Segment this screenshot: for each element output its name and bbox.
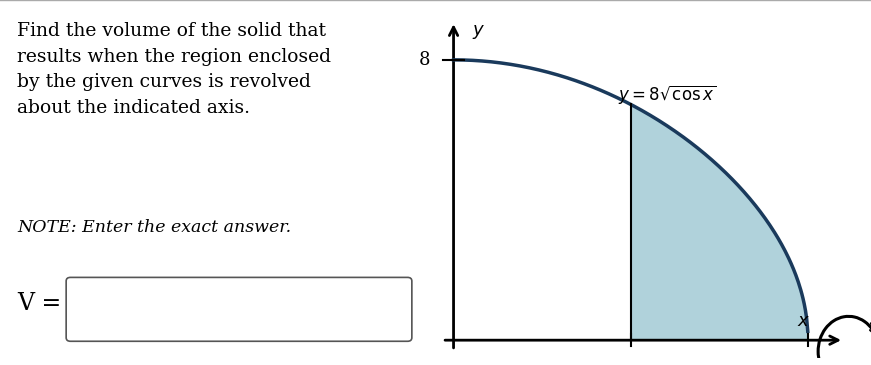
Polygon shape xyxy=(631,104,808,340)
Text: 8: 8 xyxy=(418,51,430,69)
Text: $y$: $y$ xyxy=(472,23,485,41)
Text: $y = 8\sqrt{\cos x}$: $y = 8\sqrt{\cos x}$ xyxy=(618,83,717,107)
Text: NOTE: Enter the exact answer.: NOTE: Enter the exact answer. xyxy=(17,219,291,236)
Text: V =: V = xyxy=(17,292,61,315)
FancyBboxPatch shape xyxy=(66,277,412,341)
Text: $x$: $x$ xyxy=(797,312,810,330)
Text: Find the volume of the solid that
results when the region enclosed
by the given : Find the volume of the solid that result… xyxy=(17,22,331,117)
